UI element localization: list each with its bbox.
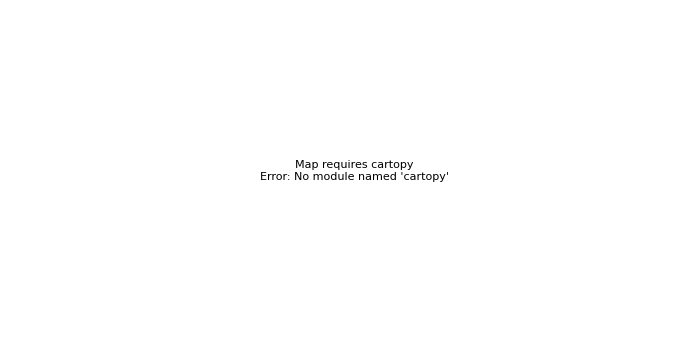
Text: Map requires cartopy
Error: No module named 'cartopy': Map requires cartopy Error: No module na… — [260, 160, 448, 182]
